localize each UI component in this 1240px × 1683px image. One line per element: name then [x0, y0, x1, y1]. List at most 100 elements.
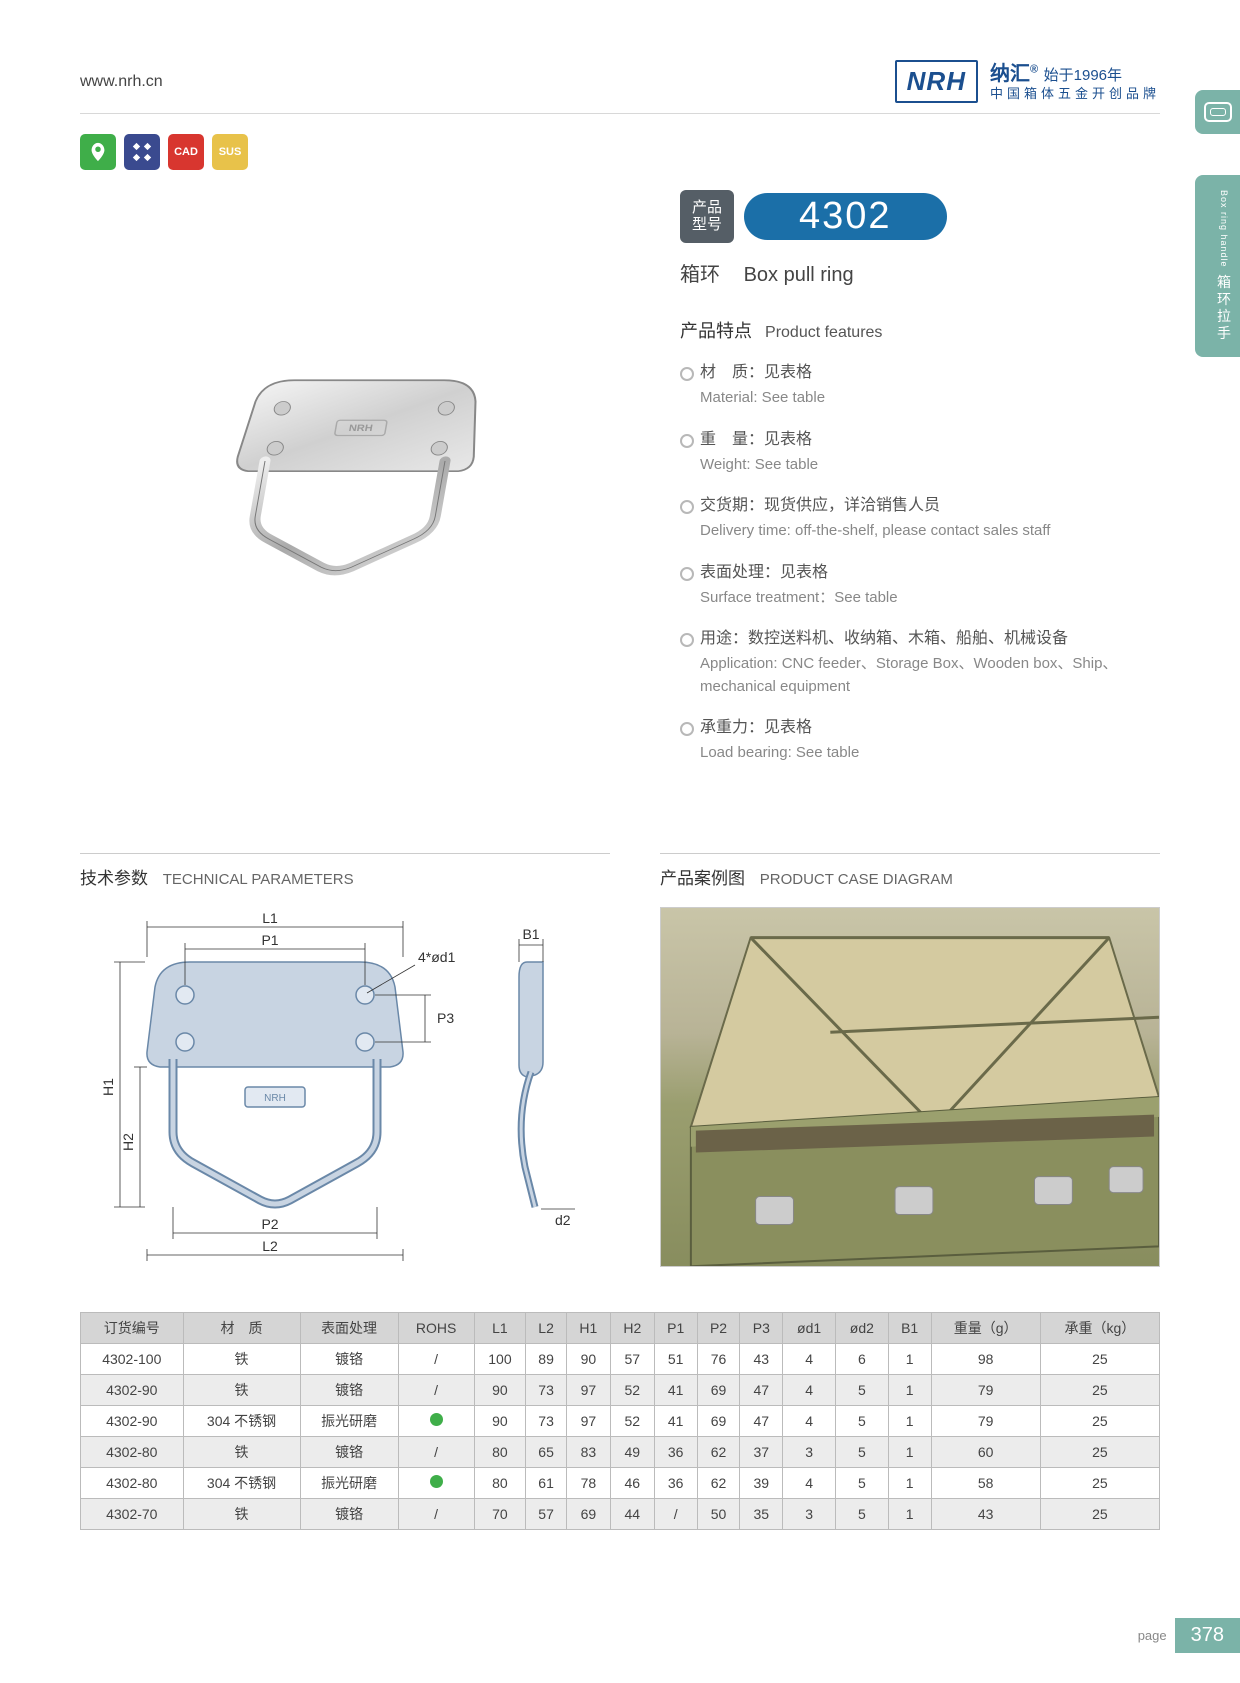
features-list: 材 质：见表格Material: See table 重 量：见表格Weight:… — [680, 361, 1160, 765]
website-url: www.nrh.cn — [80, 73, 163, 91]
feature-en: Application: CNC feeder、Storage Box、Wood… — [700, 653, 1160, 698]
table-header-cell: ød2 — [835, 1312, 888, 1343]
table-cell: 69 — [566, 1498, 610, 1529]
table-header-cell: ød1 — [783, 1312, 836, 1343]
svg-text:NRH: NRH — [264, 1093, 286, 1104]
table-cell: 25 — [1040, 1436, 1159, 1467]
brand-slogan: 中国箱体五金开创品牌 — [990, 86, 1160, 102]
brand-name-cn: 纳汇 — [990, 63, 1030, 85]
side-tab-en: Box ring handle — [1219, 190, 1229, 268]
feature-cn: 重 量：见表格 — [700, 428, 1160, 452]
table-cell: 47 — [740, 1374, 783, 1405]
svg-text:L1: L1 — [262, 910, 278, 926]
rohs-dot-icon — [430, 1475, 443, 1488]
side-tab-icon-block — [1195, 90, 1240, 134]
table-cell: 25 — [1040, 1374, 1159, 1405]
page-header: www.nrh.cn NRH 纳汇® 始于1996年 中国箱体五金开创品牌 — [80, 60, 1160, 114]
table-cell: 100 — [474, 1343, 526, 1374]
table-header-cell: H1 — [566, 1312, 610, 1343]
table-cell: 5 — [835, 1374, 888, 1405]
table-cell: 97 — [566, 1374, 610, 1405]
table-header-cell: 重量（g） — [931, 1312, 1040, 1343]
table-cell: 3 — [783, 1498, 836, 1529]
table-cell: 52 — [610, 1405, 654, 1436]
table-row: 4302-90304 不锈钢振光研磨907397524169474517925 — [81, 1405, 1160, 1436]
table-cell: 25 — [1040, 1343, 1159, 1374]
table-row: 4302-80304 不锈钢振光研磨806178463662394515825 — [81, 1467, 1160, 1498]
table-cell: 57 — [610, 1343, 654, 1374]
table-header-cell: H2 — [610, 1312, 654, 1343]
features-heading: 产品特点 Product features — [680, 317, 1160, 343]
table-cell: 4 — [783, 1374, 836, 1405]
feature-en: Surface treatment：See table — [700, 587, 1160, 610]
table-cell — [398, 1405, 474, 1436]
table-cell: 41 — [654, 1405, 697, 1436]
tech-params-cn: 技术参数 — [80, 869, 148, 888]
table-cell: 1 — [888, 1374, 931, 1405]
spec-table: 订货编号材 质表面处理ROHSL1L2H1H2P1P2P3ød1ød2B1重量（… — [80, 1312, 1160, 1530]
table-row: 4302-80铁镀铬/806583493662373516025 — [81, 1436, 1160, 1467]
table-cell: 304 不锈钢 — [183, 1467, 300, 1498]
table-header-cell: 表面处理 — [300, 1312, 398, 1343]
table-cell: 铁 — [183, 1436, 300, 1467]
table-cell: 1 — [888, 1467, 931, 1498]
feature-item: 表面处理：见表格Surface treatment：See table — [680, 561, 1160, 610]
table-cell — [398, 1467, 474, 1498]
table-cell: 3 — [783, 1436, 836, 1467]
table-cell: 62 — [697, 1467, 740, 1498]
table-cell: 铁 — [183, 1343, 300, 1374]
table-header-cell: 订货编号 — [81, 1312, 184, 1343]
page-label: page — [1138, 1628, 1167, 1643]
table-cell: 47 — [740, 1405, 783, 1436]
table-cell: 69 — [697, 1374, 740, 1405]
badge-SUS: SUS — [212, 134, 248, 170]
table-cell: 98 — [931, 1343, 1040, 1374]
table-cell: 50 — [697, 1498, 740, 1529]
table-header-cell: P2 — [697, 1312, 740, 1343]
badge-tool — [124, 134, 160, 170]
table-header-cell: L2 — [526, 1312, 567, 1343]
table-header-cell: P3 — [740, 1312, 783, 1343]
table-cell: 4 — [783, 1405, 836, 1436]
case-diagram-cn: 产品案例图 — [660, 869, 745, 888]
page-number: 378 — [1175, 1618, 1240, 1653]
feature-cn: 材 质：见表格 — [700, 361, 1160, 385]
feature-item: 材 质：见表格Material: See table — [680, 361, 1160, 410]
table-cell: 70 — [474, 1498, 526, 1529]
table-cell: 25 — [1040, 1405, 1159, 1436]
feature-en: Weight: See table — [700, 454, 1160, 477]
table-cell: / — [398, 1343, 474, 1374]
svg-text:NRH: NRH — [348, 424, 374, 434]
table-cell: 4 — [783, 1343, 836, 1374]
table-cell: 51 — [654, 1343, 697, 1374]
table-cell: 镀铬 — [300, 1343, 398, 1374]
table-cell: 304 不锈钢 — [183, 1405, 300, 1436]
table-cell: 25 — [1040, 1467, 1159, 1498]
table-row: 4302-90铁镀铬/907397524169474517925 — [81, 1374, 1160, 1405]
registered-mark: ® — [1030, 63, 1038, 75]
table-cell: 5 — [835, 1405, 888, 1436]
feature-item: 用途：数控送料机、收纳箱、木箱、船舶、机械设备Application: CNC … — [680, 627, 1160, 698]
feature-cn: 表面处理：见表格 — [700, 561, 1160, 585]
tech-params-heading: 技术参数 TECHNICAL PARAMETERS — [80, 853, 610, 889]
table-cell: 36 — [654, 1467, 697, 1498]
table-cell: 4302-90 — [81, 1405, 184, 1436]
table-cell: 62 — [697, 1436, 740, 1467]
table-cell: 5 — [835, 1436, 888, 1467]
product-name-cn: 箱环 — [680, 264, 720, 286]
table-cell: 73 — [526, 1374, 567, 1405]
product-render-area: NRH — [80, 190, 640, 783]
table-cell: 58 — [931, 1467, 1040, 1498]
table-cell: 69 — [697, 1405, 740, 1436]
table-cell: / — [654, 1498, 697, 1529]
model-row: 产品 型号 4302 — [680, 190, 1160, 243]
table-cell: 60 — [931, 1436, 1040, 1467]
svg-text:d2: d2 — [555, 1212, 571, 1228]
table-cell: 5 — [835, 1498, 888, 1529]
feature-item: 重 量：见表格Weight: See table — [680, 428, 1160, 477]
table-cell: 镀铬 — [300, 1436, 398, 1467]
table-cell: 36 — [654, 1436, 697, 1467]
table-cell: 镀铬 — [300, 1498, 398, 1529]
feature-en: Load bearing: See table — [700, 742, 1160, 765]
svg-text:H1: H1 — [100, 1077, 116, 1095]
